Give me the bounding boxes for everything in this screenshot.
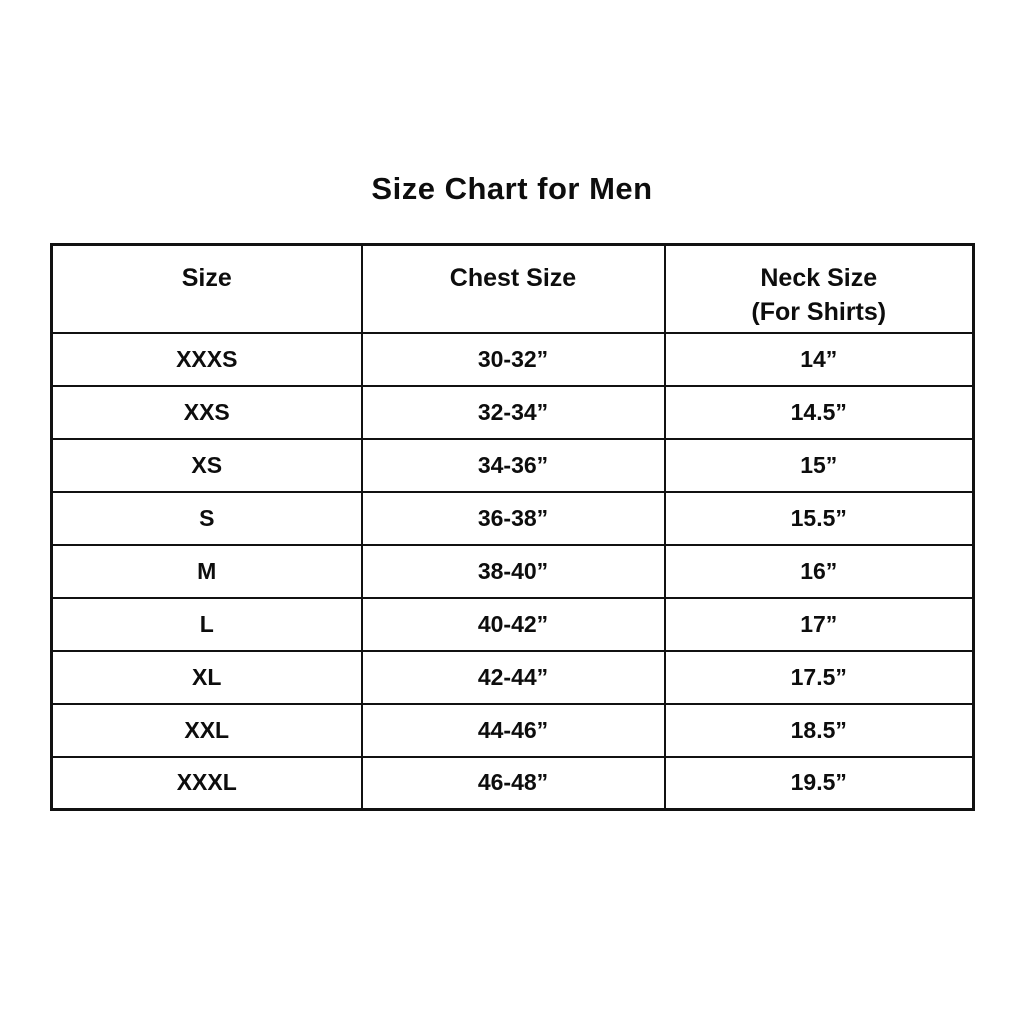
size-cell: XXXL (50, 755, 363, 811)
chest-cell: 44-46” (360, 702, 666, 758)
column-header-neck-size: Neck Size (For Shirts) (663, 243, 975, 334)
neck-cell: 15.5” (663, 490, 975, 546)
table-row: XXXL 46-48” 19.5” (50, 755, 975, 811)
size-cell: XL (50, 649, 363, 705)
table-row: XXL 44-46” 18.5” (50, 702, 975, 758)
neck-cell: 14.5” (663, 384, 975, 440)
table-row: XS 34-36” 15” (50, 437, 975, 493)
size-cell: S (50, 490, 363, 546)
chest-cell: 42-44” (360, 649, 666, 705)
table-row: M 38-40” 16” (50, 543, 975, 599)
page-title: Size Chart for Men (371, 171, 653, 206)
table-header-row: Size Chest Size Neck Size (For Shirts) (50, 243, 975, 334)
neck-cell: 19.5” (663, 755, 975, 811)
size-cell: XXXS (50, 331, 363, 387)
size-cell: M (50, 543, 363, 599)
neck-cell: 17” (663, 596, 975, 652)
size-cell: L (50, 596, 363, 652)
column-header-chest-size: Chest Size (360, 243, 666, 334)
neck-cell: 17.5” (663, 649, 975, 705)
chest-cell: 46-48” (360, 755, 666, 811)
neck-cell: 16” (663, 543, 975, 599)
table-row: S 36-38” 15.5” (50, 490, 975, 546)
chest-cell: 40-42” (360, 596, 666, 652)
neck-cell: 15” (663, 437, 975, 493)
neck-cell: 14” (663, 331, 975, 387)
chest-cell: 36-38” (360, 490, 666, 546)
chest-cell: 32-34” (360, 384, 666, 440)
size-chart-table: Size Chest Size Neck Size (For Shirts) X… (50, 243, 975, 811)
size-cell: XXS (50, 384, 363, 440)
chest-cell: 34-36” (360, 437, 666, 493)
table-row: XL 42-44” 17.5” (50, 649, 975, 705)
size-cell: XS (50, 437, 363, 493)
column-header-neck-size-line2: (For Shirts) (751, 297, 887, 326)
neck-cell: 18.5” (663, 702, 975, 758)
column-header-neck-size-line1: Neck Size (760, 264, 878, 292)
chest-cell: 30-32” (360, 331, 666, 387)
table-row: XXS 32-34” 14.5” (50, 384, 975, 440)
table-row: XXXS 30-32” 14” (50, 331, 975, 387)
size-cell: XXL (50, 702, 363, 758)
chest-cell: 38-40” (360, 543, 666, 599)
table-row: L 40-42” 17” (50, 596, 975, 652)
column-header-size: Size (50, 243, 363, 334)
